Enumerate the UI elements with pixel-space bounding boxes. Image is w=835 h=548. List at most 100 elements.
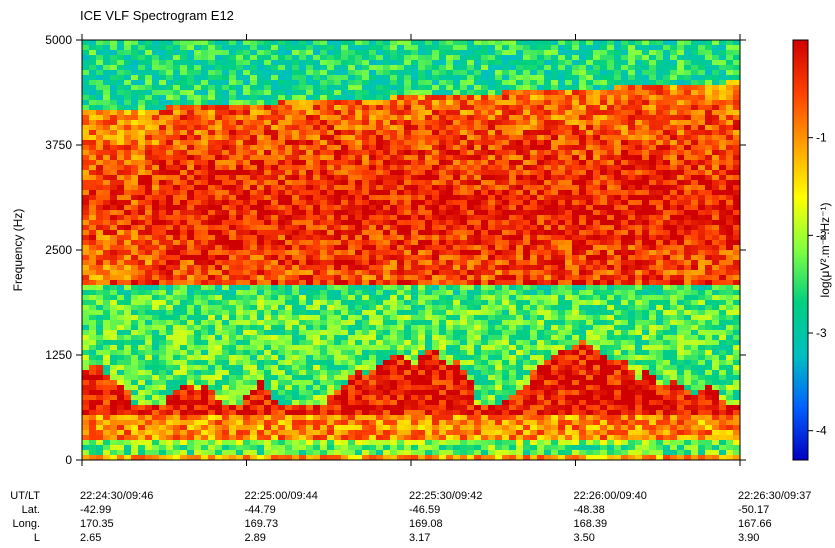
spectrogram-cell (383, 440, 391, 446)
spectrogram-cell (103, 60, 111, 66)
spectrogram-cell (369, 285, 377, 291)
spectrogram-cell (187, 370, 195, 376)
spectrogram-cell (201, 415, 209, 421)
spectrogram-cell (432, 260, 440, 266)
spectrogram-cell (411, 360, 419, 366)
spectrogram-cell (383, 435, 391, 441)
spectrogram-cell (250, 185, 258, 191)
spectrogram-cell (362, 130, 370, 136)
spectrogram-cell (453, 300, 461, 306)
spectrogram-cell (411, 455, 419, 460)
spectrogram-cell (152, 80, 160, 86)
spectrogram-cell (348, 305, 356, 311)
spectrogram-cell (313, 390, 321, 396)
spectrogram-cell (474, 155, 482, 161)
spectrogram-cell (201, 155, 209, 161)
spectrogram-cell (208, 115, 216, 121)
spectrogram-cell (103, 285, 111, 291)
spectrogram-cell (117, 155, 125, 161)
spectrogram-cell (397, 115, 405, 121)
spectrogram-cell (96, 140, 104, 146)
spectrogram-cell (334, 375, 342, 381)
spectrogram-cell (355, 105, 363, 111)
spectrogram-cell (145, 410, 153, 416)
spectrogram-cell (299, 325, 307, 331)
spectrogram-cell (313, 210, 321, 216)
spectrogram-cell (208, 60, 216, 66)
spectrogram-cell (145, 195, 153, 201)
spectrogram-cell (453, 335, 461, 341)
spectrogram-cell (474, 360, 482, 366)
spectrogram-cell (376, 110, 384, 116)
spectrogram-cell (355, 260, 363, 266)
spectrogram-cell (201, 125, 209, 131)
spectrogram-cell (250, 420, 258, 426)
spectrogram-cell (383, 320, 391, 326)
spectrogram-cell (334, 255, 342, 261)
spectrogram-cell (334, 455, 342, 460)
spectrogram-cell (180, 140, 188, 146)
spectrogram-cell (264, 265, 272, 271)
spectrogram-cell (306, 195, 314, 201)
spectrogram-cell (285, 275, 293, 281)
spectrogram-cell (348, 185, 356, 191)
spectrogram-cell (215, 410, 223, 416)
spectrogram-cell (82, 220, 90, 226)
spectrogram-cell (257, 425, 265, 431)
spectrogram-cell (306, 425, 314, 431)
spectrogram-cell (278, 400, 286, 406)
spectrogram-cell (334, 50, 342, 56)
spectrogram-cell (390, 360, 398, 366)
spectrogram-cell (257, 260, 265, 266)
spectrogram-cell (166, 330, 174, 336)
spectrogram-cell (250, 140, 258, 146)
spectrogram-cell (159, 215, 167, 221)
spectrogram-cell (110, 315, 118, 321)
spectrogram-cell (159, 85, 167, 91)
spectrogram-cell (215, 100, 223, 106)
spectrogram-cell (187, 325, 195, 331)
spectrogram-cell (285, 95, 293, 101)
spectrogram-cell (488, 440, 496, 446)
spectrogram-cell (439, 60, 447, 66)
spectrogram-cell (159, 45, 167, 51)
spectrogram-cell (201, 185, 209, 191)
spectrogram-cell (334, 90, 342, 96)
spectrogram-cell (173, 225, 181, 231)
spectrogram-cell (278, 90, 286, 96)
spectrogram-cell (334, 430, 342, 436)
spectrogram-cell (173, 130, 181, 136)
spectrogram-cell (117, 60, 125, 66)
spectrogram-cell (96, 400, 104, 406)
spectrogram-cell (327, 450, 335, 456)
spectrogram-cell (383, 45, 391, 51)
spectrogram-cell (208, 330, 216, 336)
spectrogram-cell (166, 255, 174, 261)
spectrogram-cell (348, 215, 356, 221)
spectrogram-cell (89, 430, 97, 436)
spectrogram-cell (453, 200, 461, 206)
spectrogram-cell (404, 260, 412, 266)
spectrogram-cell (341, 240, 349, 246)
spectrogram-cell (383, 325, 391, 331)
spectrogram-cell (236, 200, 244, 206)
spectrogram-cell (488, 180, 496, 186)
spectrogram-cell (131, 175, 139, 181)
spectrogram-cell (313, 80, 321, 86)
spectrogram-cell (453, 260, 461, 266)
spectrogram-cell (166, 200, 174, 206)
spectrogram-cell (481, 255, 489, 261)
spectrogram-cell (467, 350, 475, 356)
spectrogram-cell (432, 90, 440, 96)
spectrogram-cell (369, 455, 377, 460)
spectrogram-cell (320, 225, 328, 231)
spectrogram-cell (355, 255, 363, 261)
spectrogram-cell (131, 305, 139, 311)
spectrogram-cell (488, 260, 496, 266)
spectrogram-cell (124, 185, 132, 191)
spectrogram-cell (390, 195, 398, 201)
spectrogram-cell (243, 285, 251, 291)
spectrogram-cell (215, 405, 223, 411)
spectrogram-cell (117, 340, 125, 346)
spectrogram-cell (334, 190, 342, 196)
